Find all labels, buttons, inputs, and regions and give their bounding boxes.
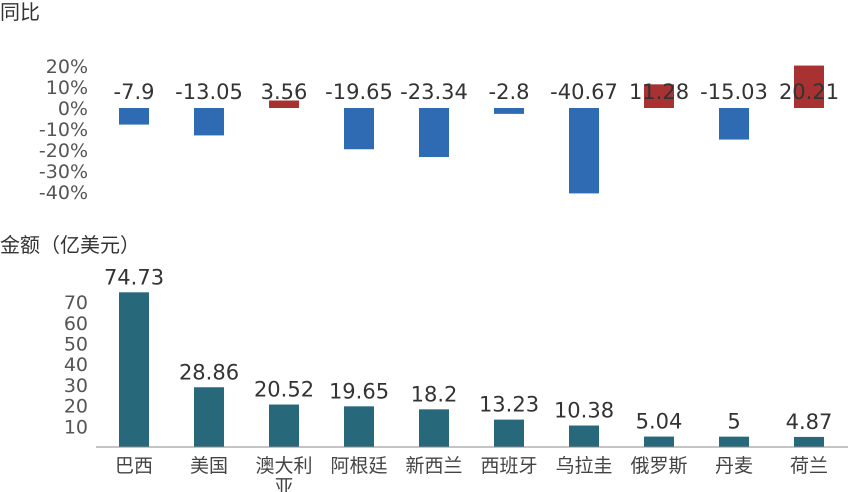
yoy-bar (794, 65, 824, 108)
yoy-data-label: 20.21 (779, 80, 839, 104)
yoy-data-label: 11.28 (629, 80, 689, 104)
yoy-bar (269, 100, 299, 108)
amount-bar (644, 436, 674, 447)
yoy-y-tick-label: -40% (39, 182, 88, 204)
category-label: 荷兰 (790, 455, 828, 477)
yoy-y-tick-label: 0% (58, 98, 88, 120)
yoy-data-label: -15.03 (700, 80, 768, 104)
yoy-y-tick-label: -10% (39, 119, 88, 141)
amount-y-tick-label: 70 (64, 292, 88, 314)
amount-y-tick-label: 30 (64, 375, 88, 397)
amount-y-tick-label: 60 (64, 313, 88, 335)
amount-data-label: 13.23 (479, 393, 539, 417)
category-label: 新西兰 (405, 455, 462, 477)
category-label: 美国 (190, 455, 228, 477)
category-label: 亚 (274, 476, 293, 492)
amount-bar (569, 425, 599, 447)
amount-data-label: 28.86 (179, 360, 239, 384)
yoy-bar (494, 108, 524, 114)
category-label: 西班牙 (480, 455, 537, 477)
amount-data-label: 20.52 (254, 378, 314, 402)
yoy-bar (644, 84, 674, 108)
category-label: 乌拉圭 (555, 455, 612, 477)
yoy-chart: 20%10%0%-10%-20%-30%-40% -7.9 -13.05 3.56 -1… (39, 56, 839, 204)
amount-bar (119, 292, 149, 447)
amount-y-tick-label: 50 (64, 334, 88, 356)
yoy-data-label: -7.9 (114, 80, 155, 104)
yoy-data-label: 3.56 (261, 80, 308, 104)
yoy-data-label: -2.8 (489, 80, 530, 104)
yoy-data-label: -13.05 (175, 80, 243, 104)
amount-data-label: 18.2 (411, 382, 458, 406)
yoy-bar (419, 108, 449, 158)
amount-data-label: 5 (727, 410, 740, 434)
amount-y-tick-label: 40 (64, 354, 88, 376)
yoy-data-label: -19.65 (325, 80, 393, 104)
amount-bar (794, 436, 824, 447)
yoy-data-label: -40.67 (550, 80, 618, 104)
category-label: 巴西 (115, 455, 153, 477)
amount-bar (194, 387, 224, 447)
yoy-y-tick-label: 20% (46, 56, 88, 78)
category-label: 阿根廷 (330, 455, 387, 477)
amount-data-label: 10.38 (554, 399, 614, 423)
amount-bar (494, 419, 524, 447)
yoy-bar (569, 108, 599, 194)
amount-data-label: 5.04 (636, 410, 683, 434)
amount-data-label: 74.73 (104, 265, 164, 289)
yoy-chart-title: 同比 (0, 0, 40, 24)
amount-y-tick-label: 20 (64, 396, 88, 418)
category-label: 丹麦 (715, 455, 753, 477)
yoy-data-label: -23.34 (400, 80, 468, 104)
yoy-y-tick-label: 10% (46, 77, 88, 99)
amount-bar (269, 404, 299, 447)
amount-bar (419, 409, 449, 447)
yoy-bar (194, 108, 224, 136)
amount-y-tick-label: 10 (64, 416, 88, 438)
yoy-bar (719, 108, 749, 140)
category-label: 俄罗斯 (630, 455, 687, 477)
amount-data-label: 4.87 (786, 410, 833, 434)
amount-bar (344, 406, 374, 447)
amount-chart-title: 金额（亿美元） (0, 233, 140, 257)
amount-bar (719, 436, 749, 447)
amount-data-label: 19.65 (329, 379, 389, 403)
yoy-bar (119, 108, 149, 125)
yoy-y-tick-label: -30% (39, 161, 88, 183)
yoy-bar (344, 108, 374, 150)
yoy-y-tick-label: -20% (39, 140, 88, 162)
category-label: 澳大利 (255, 455, 312, 477)
